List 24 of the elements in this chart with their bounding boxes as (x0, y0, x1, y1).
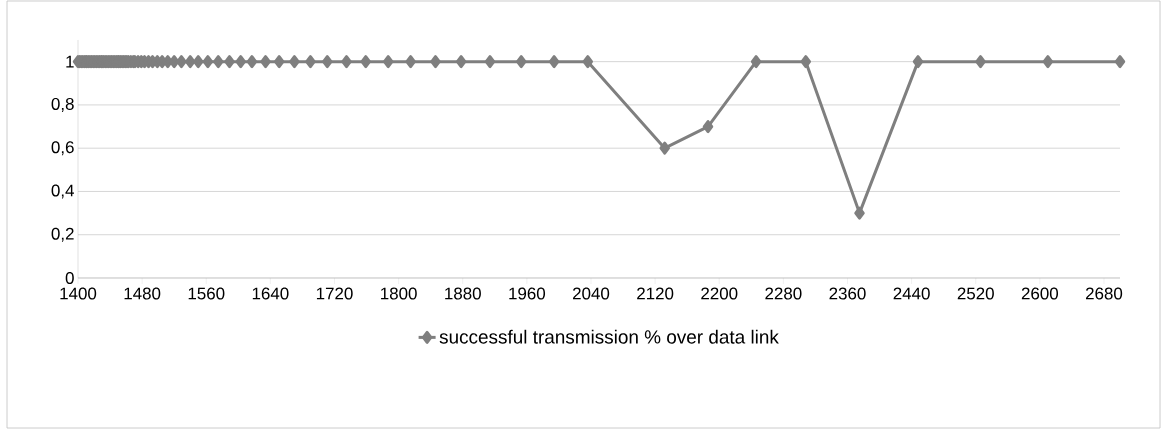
y-tick-label: 0,2 (51, 227, 74, 242)
x-tick-label: 2360 (829, 287, 866, 300)
y-tick-label: 0,6 (51, 141, 74, 156)
x-tick-label: 1720 (316, 287, 353, 300)
x-tick-label: 2520 (957, 287, 994, 300)
y-tick-label: 0 (65, 272, 74, 284)
x-tick-label: 1640 (252, 287, 289, 300)
x-tick-label: 2040 (573, 287, 610, 300)
legend-label: successful transmission % over data link (439, 329, 779, 344)
x-tick-label: 2600 (1021, 287, 1059, 300)
y-tick-label: 1 (66, 55, 74, 68)
y-tick-label: 0,4 (51, 184, 74, 199)
x-tick-label: 1560 (188, 287, 225, 300)
x-tick-label: 1400 (60, 287, 97, 300)
x-tick-label: 2440 (893, 287, 930, 300)
x-tick-label: 2120 (637, 287, 674, 300)
x-tick-label: 2280 (765, 287, 802, 300)
x-tick-label: 1800 (381, 287, 417, 300)
x-tick-label: 2200 (701, 287, 738, 300)
x-tick-label: 1960 (509, 287, 546, 300)
y-tick-label: 0,8 (51, 97, 74, 112)
x-tick-label: 2680 (1085, 287, 1123, 300)
x-tick-label: 1880 (445, 287, 481, 300)
x-tick-label: 1480 (124, 287, 161, 300)
